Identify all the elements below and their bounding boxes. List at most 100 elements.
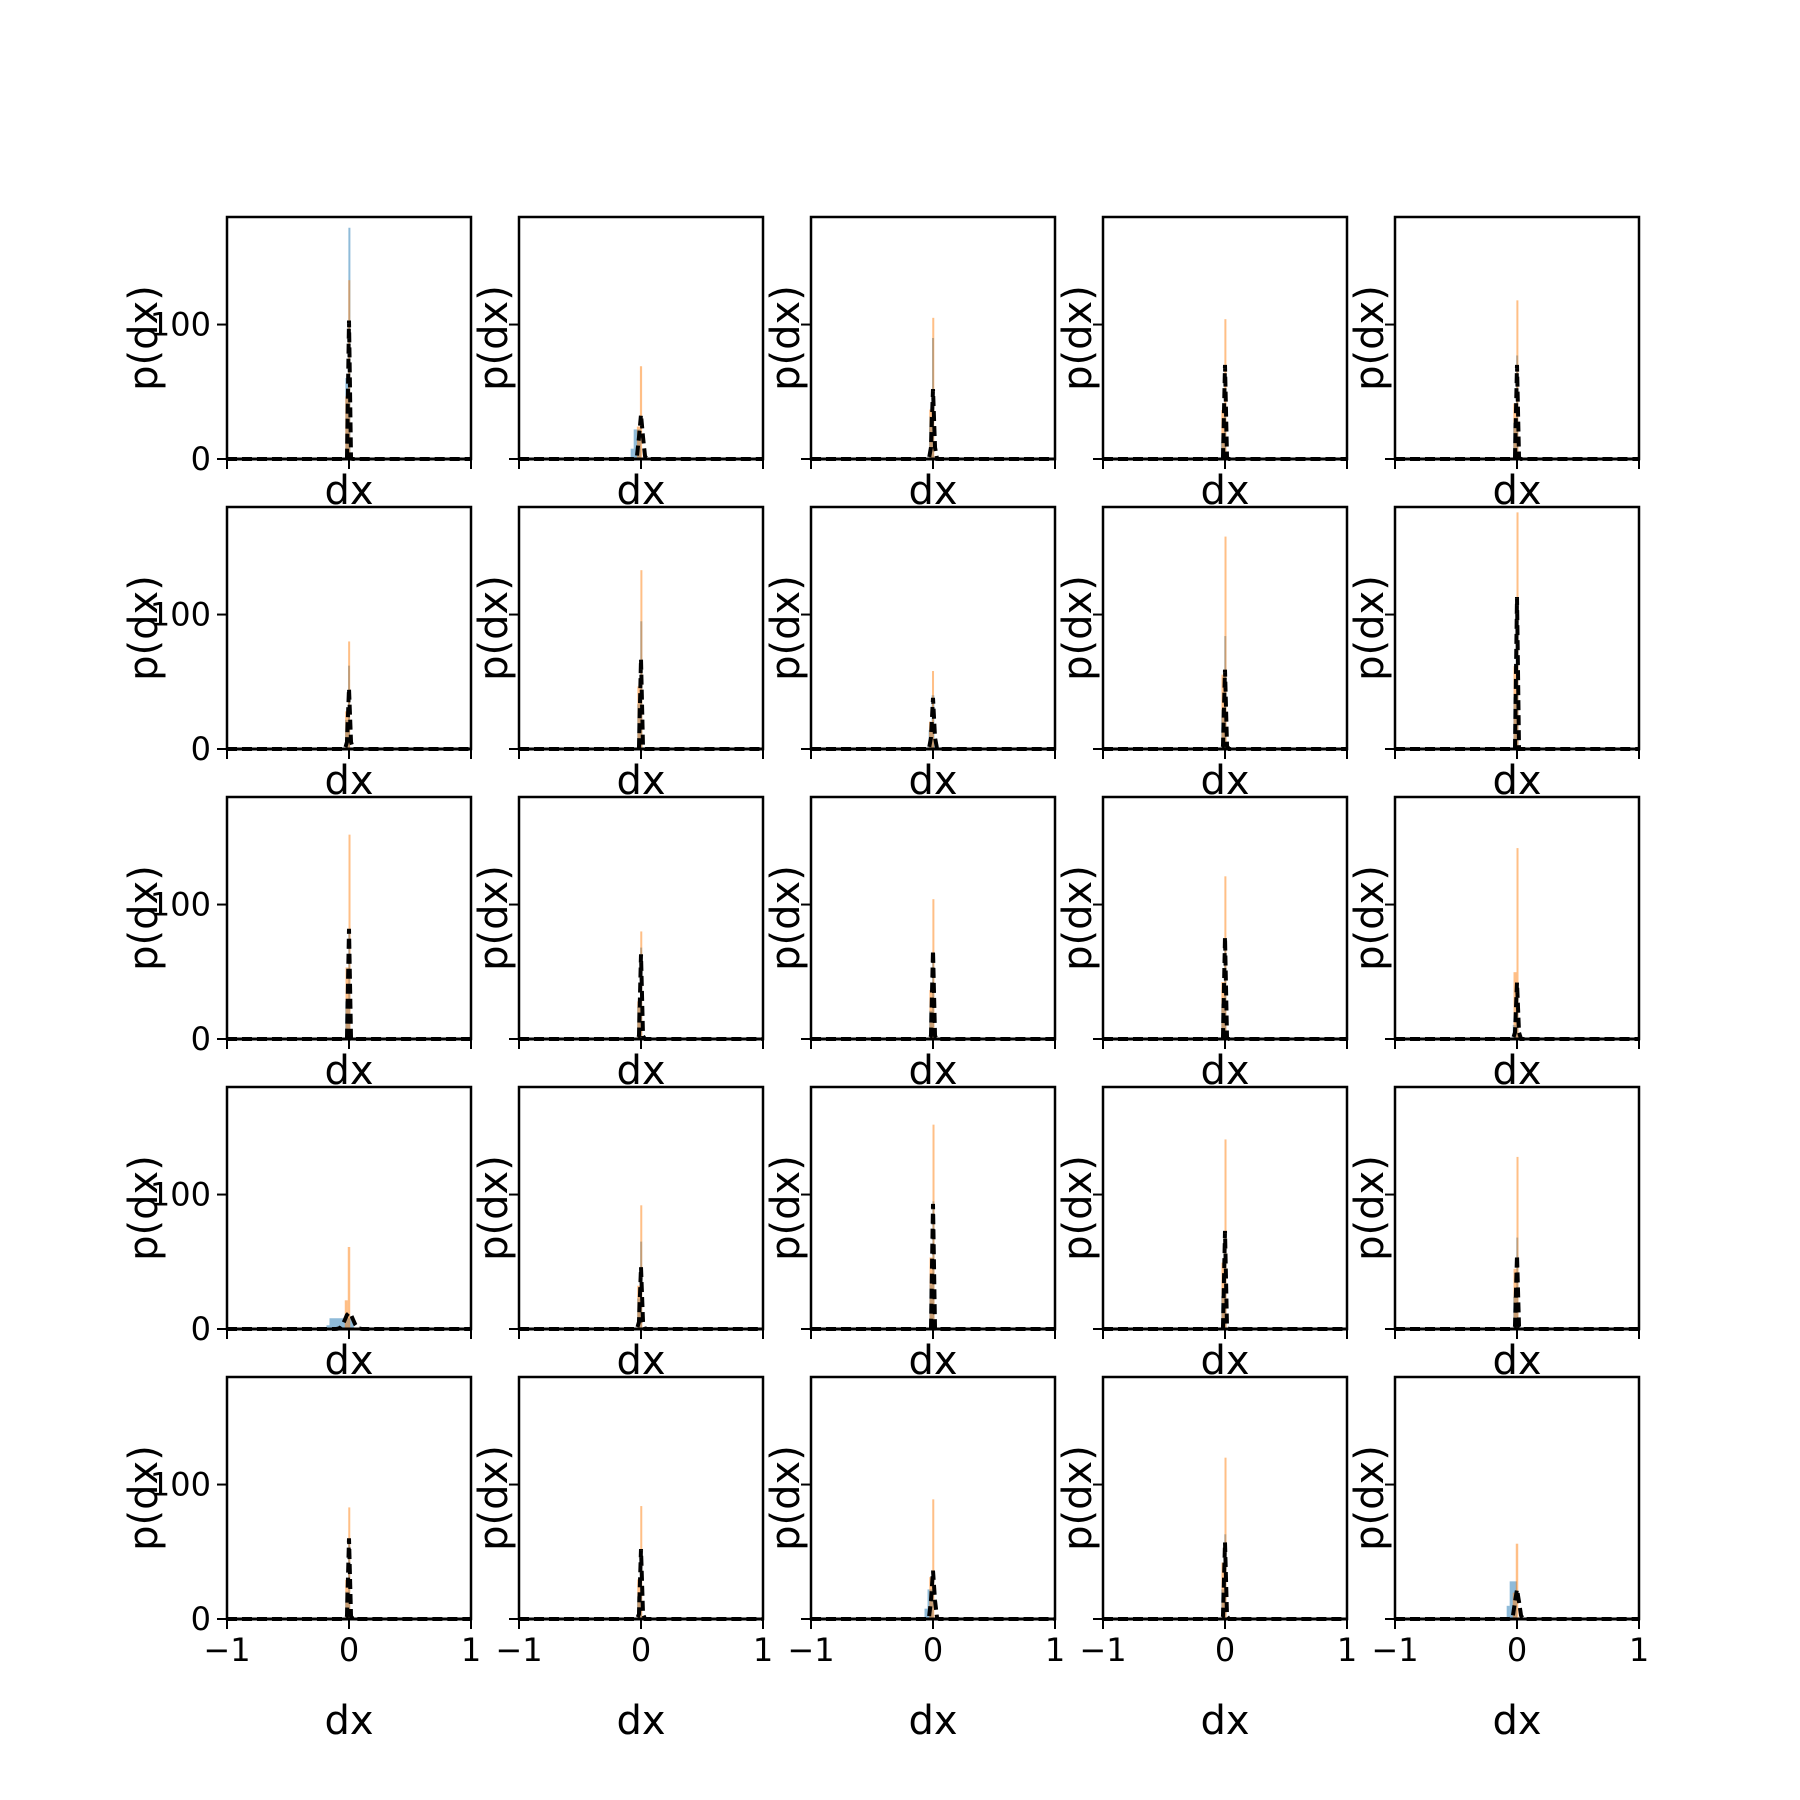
- orange-histogram-bar: [347, 1246, 351, 1329]
- blue-histogram-bar: [329, 1318, 354, 1329]
- y-tick-label: 0: [191, 730, 211, 768]
- orange-histogram-bar: [639, 366, 643, 459]
- subplot: dxp(dx): [1055, 1085, 1349, 1384]
- y-tick-label: 0: [191, 1600, 211, 1638]
- y-tick-label: 100: [150, 596, 211, 634]
- orange-histogram-bar: [1221, 982, 1225, 1039]
- blue-histogram-bar: [1506, 1605, 1510, 1619]
- subplot: dxp(dx): [763, 505, 1057, 804]
- subplot: dxp(dx): [1347, 215, 1641, 514]
- x-tick-label: 1: [1337, 1631, 1357, 1669]
- blue-histogram-bar: [326, 1325, 330, 1329]
- subplot: dxp(dx): [471, 505, 765, 804]
- x-axis-label: dx: [324, 1698, 373, 1744]
- y-axis-label: p(dx): [1347, 1155, 1393, 1261]
- orange-histogram-bar: [1224, 536, 1227, 749]
- y-axis-label: p(dx): [121, 865, 167, 971]
- subplot: dxp(dx): [1055, 215, 1349, 514]
- subplot: −1 0 1 dx p(dx): [471, 1375, 773, 1744]
- orange-histogram-bar: [1516, 1156, 1519, 1329]
- x-tick-label: −1: [1371, 1631, 1418, 1669]
- subplot: dxp(dx): [471, 795, 765, 1094]
- y-axis-label: p(dx): [471, 575, 517, 681]
- subplot: dxp(dx): [1347, 795, 1641, 1094]
- y-tick-label: 0: [191, 1310, 211, 1348]
- orange-histogram-bar: [636, 426, 640, 459]
- orange-histogram-bar: [1516, 848, 1519, 1039]
- y-axis-label: p(dx): [763, 1445, 809, 1551]
- x-tick-label: −1: [787, 1631, 834, 1669]
- subplot: dxp(dx): [1347, 505, 1641, 804]
- y-axis-label: p(dx): [763, 865, 809, 971]
- fit-density-curve: [1395, 364, 1639, 461]
- fit-density-curve: [519, 1267, 763, 1331]
- x-tick-label: 0: [923, 1631, 943, 1669]
- y-axis-label: p(dx): [121, 1155, 167, 1261]
- fit-density-curve: [1395, 597, 1639, 751]
- x-axis-label: dx: [908, 1698, 957, 1744]
- orange-histogram-bar: [1513, 1268, 1517, 1329]
- x-tick-label: 0: [1215, 1631, 1235, 1669]
- y-axis-label: p(dx): [1347, 285, 1393, 391]
- orange-histogram-bar: [932, 1124, 935, 1329]
- y-axis-label: p(dx): [121, 285, 167, 391]
- subplot: −1 0 1 dx p(dx): [1347, 1375, 1649, 1744]
- y-axis-label: p(dx): [1055, 575, 1101, 681]
- y-tick-label: 100: [150, 306, 211, 344]
- y-axis-label: p(dx): [1347, 865, 1393, 971]
- y-axis-label: p(dx): [471, 1445, 517, 1551]
- y-axis-label: p(dx): [1055, 1445, 1101, 1551]
- subplot: dxp(dx): [1055, 505, 1349, 804]
- orange-histogram-bar: [932, 317, 935, 459]
- x-axis-label: dx: [616, 1698, 665, 1744]
- x-tick-label: 1: [461, 1631, 481, 1669]
- fit-density-curve: [1103, 364, 1347, 461]
- orange-histogram-bar: [932, 1499, 935, 1619]
- fit-density-curve: [1395, 982, 1639, 1041]
- x-axis-label: dx: [1200, 1698, 1249, 1744]
- subplot: dxp(dx): [1055, 795, 1349, 1094]
- x-tick-label: −1: [203, 1631, 250, 1669]
- orange-histogram-bar: [640, 570, 643, 749]
- y-axis-label: p(dx): [763, 1155, 809, 1261]
- x-tick-label: 1: [1629, 1631, 1649, 1669]
- y-axis-label: p(dx): [763, 285, 809, 391]
- orange-histogram-bar: [1513, 403, 1517, 459]
- blue-histogram-bar: [630, 448, 634, 459]
- fit-density-curve: [227, 320, 471, 461]
- orange-histogram-bar: [1513, 666, 1517, 749]
- subplot: dxp(dx): [471, 215, 765, 514]
- x-axis-label: dx: [1492, 1698, 1541, 1744]
- x-tick-label: 0: [1507, 1631, 1527, 1669]
- y-tick-label: 100: [150, 1176, 211, 1214]
- y-tick-label: 100: [150, 1466, 211, 1504]
- blue-histogram-bar: [924, 1608, 928, 1619]
- y-tick-label: 100: [150, 886, 211, 924]
- y-axis-label: p(dx): [1055, 285, 1101, 391]
- fit-density-curve: [227, 928, 471, 1041]
- orange-histogram-bar: [1221, 1562, 1225, 1619]
- subplot: dxp(dx): [1347, 1085, 1641, 1384]
- y-axis-label: p(dx): [1055, 865, 1101, 971]
- subplot: dxp(dx): [763, 1085, 1057, 1384]
- fit-density-curve: [1395, 1255, 1639, 1331]
- y-axis-label: p(dx): [471, 1155, 517, 1261]
- y-axis-label: p(dx): [121, 1445, 167, 1551]
- y-tick-label: 0: [191, 1020, 211, 1058]
- fit-density-curve: [519, 954, 763, 1041]
- orange-histogram-bar: [1515, 1543, 1519, 1619]
- y-axis-label: p(dx): [1055, 1155, 1101, 1261]
- orange-histogram-bar: [1224, 1457, 1227, 1619]
- fit-density-curve: [811, 1203, 1055, 1331]
- orange-histogram-bar: [929, 721, 933, 749]
- y-axis-label: p(dx): [471, 285, 517, 391]
- fit-density-curve: [227, 1538, 471, 1621]
- subplot: dxp(dx): [471, 1085, 765, 1384]
- orange-histogram-bar: [348, 834, 351, 1039]
- subplot: −1 0 1 dx p(dx): [1055, 1375, 1357, 1744]
- subplot: −1 0 1 dx p(dx): [763, 1375, 1065, 1744]
